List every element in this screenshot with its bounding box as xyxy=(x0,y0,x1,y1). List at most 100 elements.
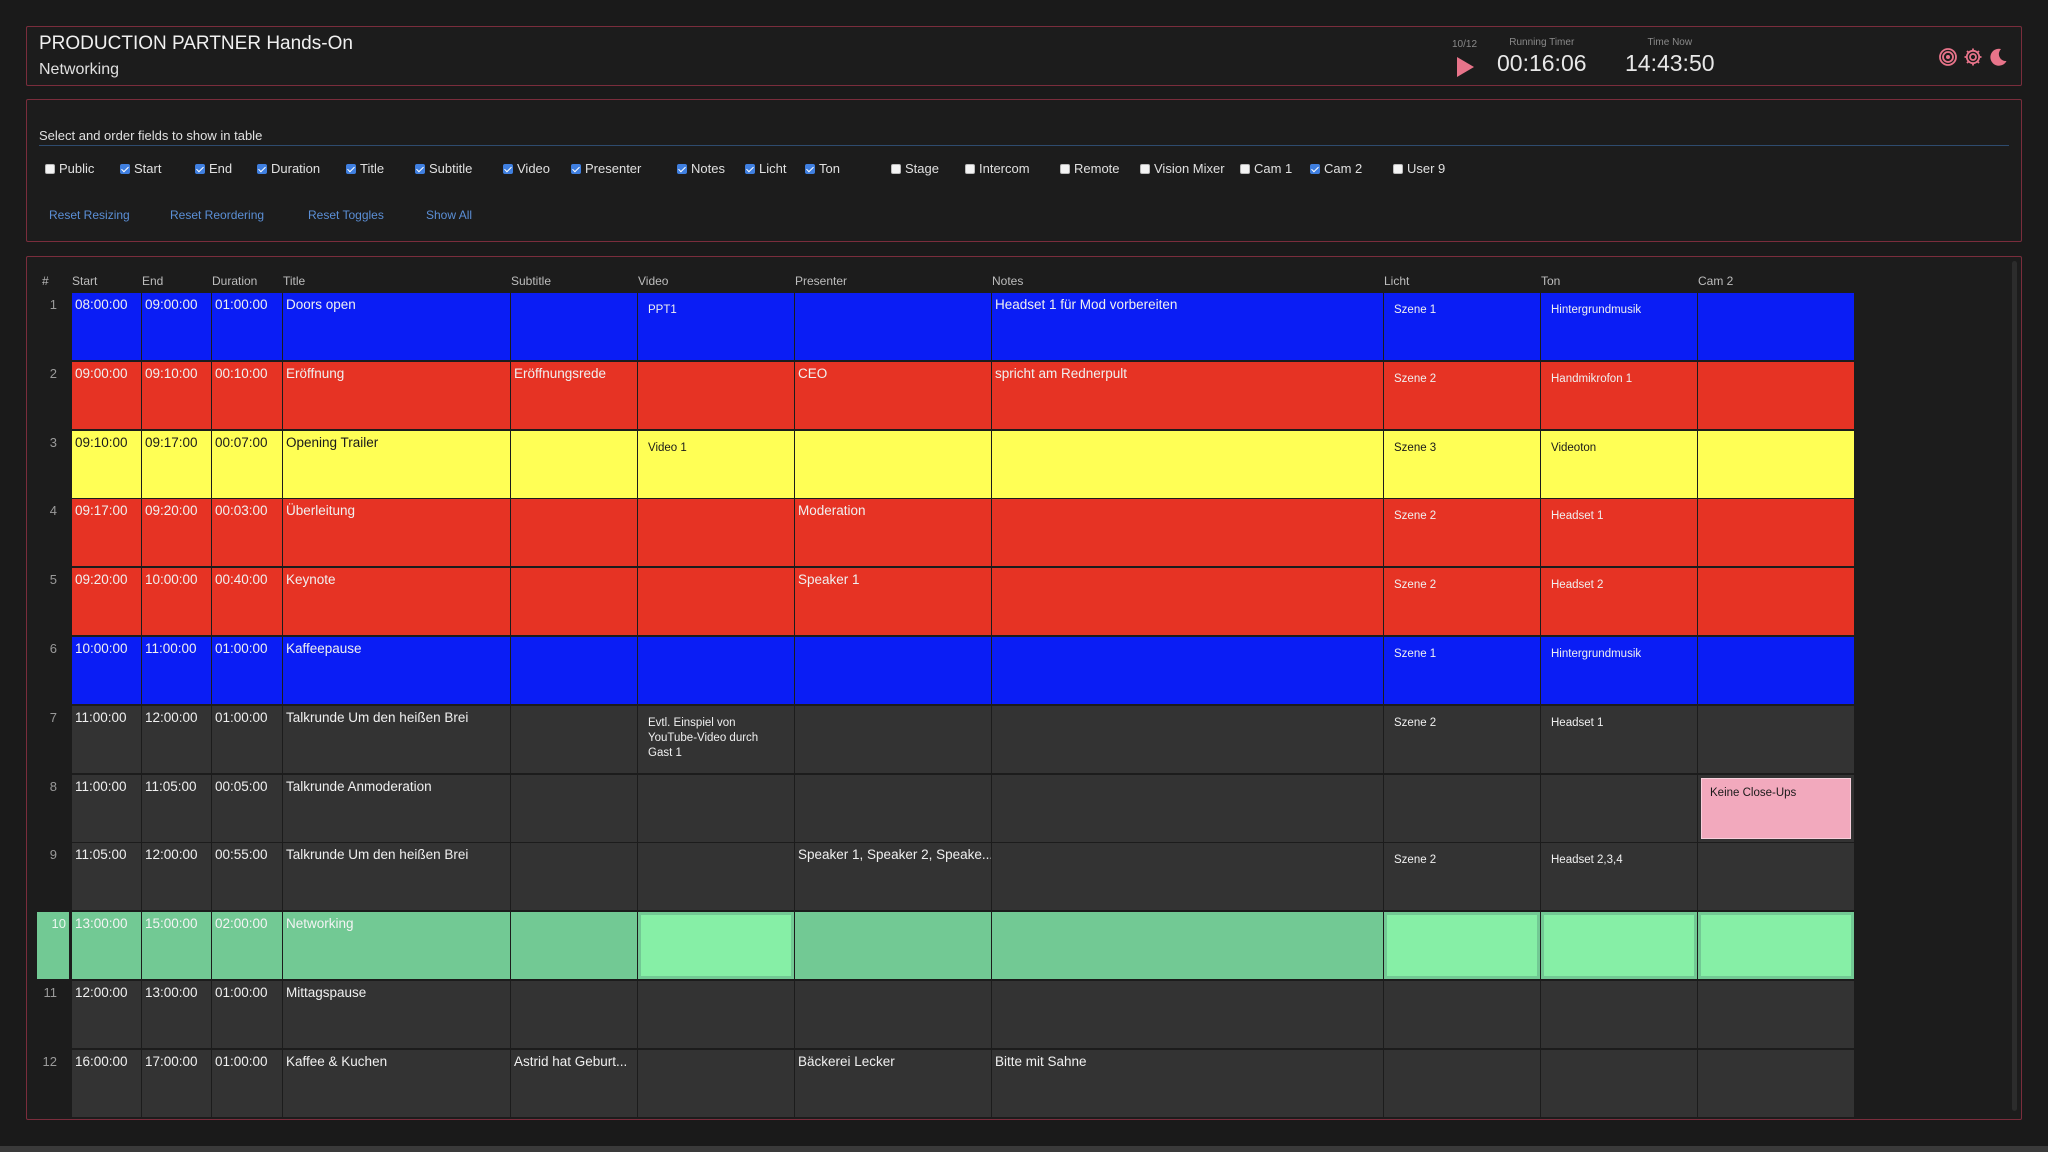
cell-ton[interactable]: Headset 2,3,4 xyxy=(1541,843,1697,911)
table-row[interactable]: 7 11:00:00 12:00:00 01:00:00 Talkrunde Um de… xyxy=(27,705,1887,774)
cell-subtitle[interactable]: Eröffnungsrede xyxy=(511,361,637,429)
cell-presenter[interactable] xyxy=(795,430,991,498)
checkbox[interactable] xyxy=(120,163,130,174)
cell-ton[interactable]: Hintergrundmusik xyxy=(1541,637,1697,704)
cell-start[interactable]: 16:00:00 xyxy=(72,1049,141,1117)
cell-ton[interactable] xyxy=(1541,912,1697,980)
cell-start[interactable]: 09:17:00 xyxy=(72,499,141,567)
cell-notes[interactable] xyxy=(992,981,1383,1048)
cell-notes[interactable]: Bitte mit Sahne xyxy=(992,1049,1383,1117)
table-row[interactable]: 11 12:00:00 13:00:00 01:00:00 Mittagspause xyxy=(27,981,1887,1049)
field-toggle-cam-2[interactable]: Cam 2 xyxy=(1310,161,1362,176)
cell-end[interactable]: 13:00:00 xyxy=(142,981,211,1048)
cell-licht[interactable]: Szene 1 xyxy=(1384,637,1540,704)
show-all-button[interactable]: Show All xyxy=(426,208,473,222)
cell-presenter[interactable] xyxy=(795,293,991,360)
cell-title[interactable]: Kaffeepause xyxy=(283,637,510,704)
field-toggle-start[interactable]: Start xyxy=(120,161,161,176)
column-header-presenter[interactable]: Presenter xyxy=(795,274,848,288)
checkbox[interactable] xyxy=(257,163,267,174)
scrollbar[interactable] xyxy=(2012,261,2017,1111)
cell-title[interactable]: Keynote xyxy=(283,568,510,636)
field-toggle-notes[interactable]: Notes xyxy=(677,161,725,176)
cell-notes[interactable] xyxy=(992,843,1383,911)
cell-presenter[interactable] xyxy=(795,774,991,842)
table-row[interactable]: 3 09:10:00 09:17:00 00:07:00 Opening Trailer… xyxy=(27,430,1887,499)
cell-start[interactable]: 10:00:00 xyxy=(72,637,141,704)
cell-cam2[interactable]: Keine Close-Ups xyxy=(1698,774,1854,842)
cell-duration[interactable]: 01:00:00 xyxy=(212,1049,282,1117)
cell-end[interactable]: 09:20:00 xyxy=(142,499,211,567)
cell-duration[interactable]: 00:40:00 xyxy=(212,568,282,636)
table-row[interactable]: 5 09:20:00 10:00:00 00:40:00 Keynote Speaker … xyxy=(27,568,1887,636)
cell-duration[interactable]: 01:00:00 xyxy=(212,981,282,1048)
cell-video[interactable] xyxy=(638,1049,794,1117)
cell-end[interactable]: 09:00:00 xyxy=(142,293,211,360)
field-toggle-stage[interactable]: Stage xyxy=(891,161,939,176)
cell-end[interactable]: 11:00:00 xyxy=(142,637,211,704)
cell-licht[interactable]: Szene 2 xyxy=(1384,705,1540,773)
cell-title[interactable]: Doors open xyxy=(283,293,510,360)
cell-subtitle[interactable] xyxy=(511,912,637,980)
column-header-cam-2[interactable]: Cam 2 xyxy=(1698,274,1734,288)
cell-title[interactable]: Opening Trailer xyxy=(283,430,510,498)
field-toggle-user-9[interactable]: User 9 xyxy=(1393,161,1445,176)
cell-end[interactable]: 12:00:00 xyxy=(142,705,211,773)
cell-licht[interactable]: Szene 2 xyxy=(1384,361,1540,429)
cell-end[interactable]: 09:17:00 xyxy=(142,430,211,498)
cell-title[interactable]: Talkrunde Um den heißen Brei xyxy=(283,705,510,773)
cell-start[interactable]: 09:00:00 xyxy=(72,361,141,429)
checkbox[interactable] xyxy=(965,163,975,174)
cell-cam2[interactable] xyxy=(1698,637,1854,704)
cell-notes[interactable] xyxy=(992,637,1383,704)
cell-presenter[interactable] xyxy=(795,912,991,980)
column-header-ton[interactable]: Ton xyxy=(1541,274,1561,288)
reset-reordering-button[interactable]: Reset Reordering xyxy=(170,208,265,222)
field-toggle-subtitle[interactable]: Subtitle xyxy=(415,161,472,176)
cell-title[interactable]: Kaffee & Kuchen xyxy=(283,1049,510,1117)
column-header-licht[interactable]: Licht xyxy=(1384,274,1410,288)
cell-licht[interactable]: Szene 1 xyxy=(1384,293,1540,360)
cell-subtitle[interactable] xyxy=(511,843,637,911)
cell-notes[interactable] xyxy=(992,774,1383,842)
cell-presenter[interactable]: Moderation xyxy=(795,499,991,567)
field-toggle-ton[interactable]: Ton xyxy=(805,161,840,176)
column-header-end[interactable]: End xyxy=(142,274,164,288)
table-row[interactable]: 8 11:00:00 11:05:00 00:05:00 Talkrunde Anmod… xyxy=(27,774,1887,843)
cell-start[interactable]: 12:00:00 xyxy=(72,981,141,1048)
table-row[interactable]: 2 09:00:00 09:10:00 00:10:00 Eröffnung Eröffn… xyxy=(27,361,1887,430)
cell-subtitle[interactable] xyxy=(511,430,637,498)
cell-start[interactable]: 11:05:00 xyxy=(72,843,141,911)
cell-duration[interactable]: 00:07:00 xyxy=(212,430,282,498)
cell-cam2[interactable] xyxy=(1698,499,1854,567)
table-row[interactable]: 4 09:17:00 09:20:00 00:03:00 Überleitung Mode… xyxy=(27,499,1887,567)
cell-notes[interactable] xyxy=(992,499,1383,567)
checkbox[interactable] xyxy=(677,163,687,174)
checkbox[interactable] xyxy=(346,163,356,174)
table-row[interactable]: 9 11:05:00 12:00:00 00:55:00 Talkrunde Um de… xyxy=(27,843,1887,911)
field-toggle-licht[interactable]: Licht xyxy=(745,161,786,176)
cell-video[interactable] xyxy=(638,637,794,704)
cell-title[interactable]: Eröffnung xyxy=(283,361,510,429)
column-header-number[interactable]: # xyxy=(42,274,49,288)
cell-subtitle[interactable] xyxy=(511,637,637,704)
column-header-subtitle[interactable]: Subtitle xyxy=(511,274,552,288)
cell-presenter[interactable] xyxy=(795,637,991,704)
cell-title[interactable]: Mittagspause xyxy=(283,981,510,1048)
cell-video[interactable]: Video 1 xyxy=(638,430,794,498)
cell-presenter[interactable] xyxy=(795,981,991,1048)
table-row[interactable]: 1 08:00:00 09:00:00 01:00:00 Doors open PPT1 H… xyxy=(27,293,1887,361)
checkbox[interactable] xyxy=(1393,163,1403,174)
checkbox[interactable] xyxy=(805,163,815,174)
cell-licht[interactable]: Szene 3 xyxy=(1384,430,1540,498)
cell-end[interactable]: 11:05:00 xyxy=(142,774,211,842)
cell-licht[interactable]: Szene 2 xyxy=(1384,843,1540,911)
cell-video[interactable] xyxy=(638,981,794,1048)
cell-duration[interactable]: 01:00:00 xyxy=(212,705,282,773)
field-toggle-public[interactable]: Public xyxy=(45,161,94,176)
cell-presenter[interactable]: CEO xyxy=(795,361,991,429)
checkbox[interactable] xyxy=(1310,163,1320,174)
gear-icon[interactable] xyxy=(1962,46,1984,68)
cell-start[interactable]: 08:00:00 xyxy=(72,293,141,360)
cell-cam2[interactable] xyxy=(1698,293,1854,360)
